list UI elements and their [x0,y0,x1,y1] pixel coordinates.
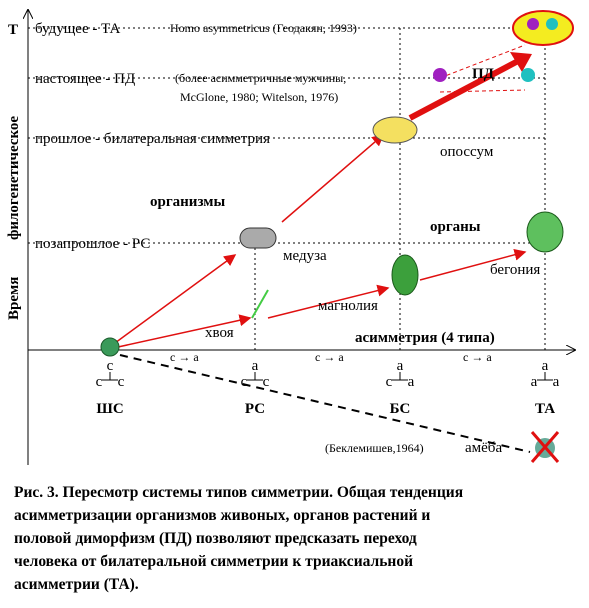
type-name: ТА [535,401,555,417]
axis-t: Т [8,22,18,38]
transition: c → a [315,350,344,364]
type-name: БС [390,401,411,417]
labels: Т Время филогенетическое будущее - ТА на… [6,21,540,456]
type-top: a [397,358,404,374]
caption: Рис. 3. Пересмотр системы типов симметри… [14,484,463,593]
note: (более асимметричные мужчины, [175,71,346,85]
type-name: ШС [96,401,123,417]
type-right: a [408,374,415,390]
type-right: c [263,374,270,390]
note: (Беклемишев,1964) [325,441,424,455]
level: будущее - ТА [35,21,121,37]
type-top: a [542,358,549,374]
item: магнолия [318,298,378,314]
type-left: c [96,374,103,390]
item: бегония [490,262,540,278]
item: медуза [283,248,327,264]
group: асимметрия (4 типа) [355,330,495,346]
item: опоссум [440,144,494,160]
level: прошлое - билатеральная симметрия [35,131,270,147]
item: хвоя [205,325,234,341]
type-left: c [241,374,248,390]
arrows [114,44,532,348]
caption-line: асимметризации организмов живоных, орган… [14,507,430,524]
item: амёба [465,440,502,456]
type-top: a [252,358,259,374]
group: органы [430,219,481,235]
icons [100,10,574,463]
note: ПД [472,66,495,82]
caption-line: асимметрии (ТА). [14,576,139,593]
y-label: Время [6,277,22,320]
type-left: c [386,374,393,390]
note: Homo asymmetricus (Геодакян, 1993) [170,21,357,35]
caption-line: Рис. 3. Пересмотр системы типов симметри… [14,484,463,501]
type-top: c [107,358,114,374]
type-right: c [118,374,125,390]
type-name: РС [245,401,265,417]
type-left: a [531,374,538,390]
group: организмы [150,194,225,210]
type-right: a [553,374,560,390]
level: позапрошлое - РС [35,236,150,252]
transition: c → a [170,350,199,364]
y-label: филогенетическое [6,116,22,240]
transition: c → a [463,350,492,364]
note: McGlone, 1980; Witelson, 1976) [180,90,338,104]
caption-line: человека от билатеральной симметрии к тр… [14,553,413,570]
caption-line: половой диморфизм (ПД) позволяют предска… [14,530,417,547]
level: настоящее - ПД [35,71,135,87]
axes [28,10,575,465]
